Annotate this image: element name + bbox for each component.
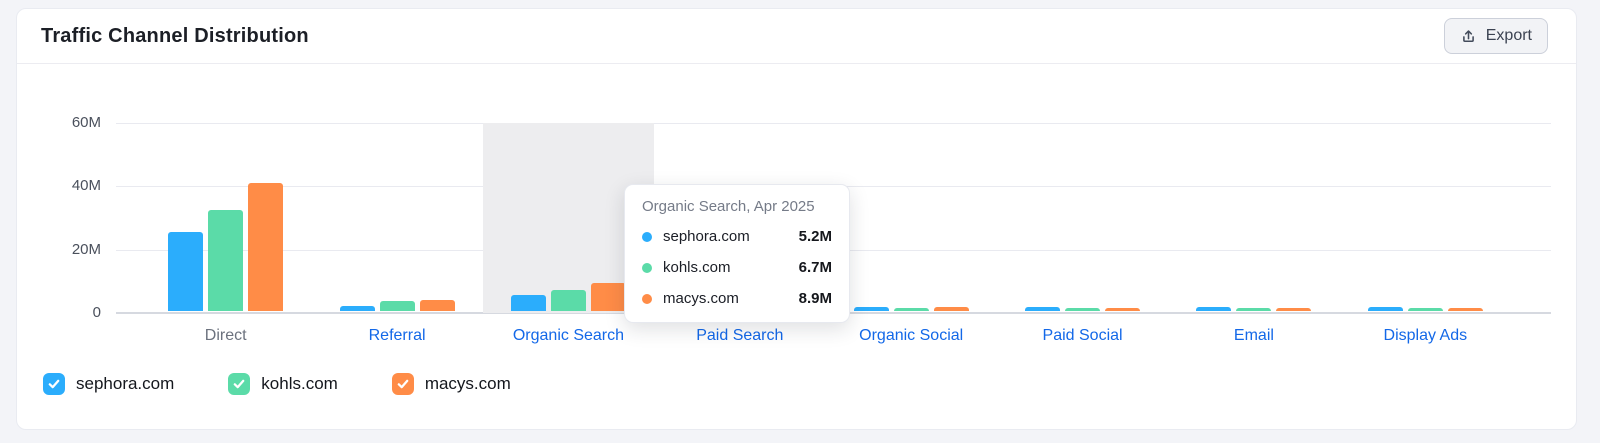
- chart-legend: sephora.com kohls.com macys.com: [43, 373, 511, 395]
- tooltip-series-name: kohls.com: [663, 259, 731, 276]
- bar-sephora.com[interactable]: [1025, 307, 1061, 311]
- bar-group-email: [1168, 123, 1339, 311]
- bar-groups: [140, 123, 1511, 311]
- legend-item-sephora.com[interactable]: sephora.com: [43, 373, 174, 395]
- traffic-channel-card: Traffic Channel Distribution Export 0 20M…: [16, 8, 1577, 430]
- bar-kohls.com[interactable]: [1236, 307, 1272, 311]
- y-axis-tick-label: 60M: [71, 114, 101, 131]
- tooltip-row: sephora.com 5.2M: [642, 228, 832, 245]
- tooltip-series-value: 8.9M: [798, 290, 832, 307]
- bar-kohls.com[interactable]: [893, 307, 929, 311]
- upload-icon: [1460, 28, 1477, 45]
- bar-group-organic-search: [483, 123, 654, 311]
- category-label-organic-search[interactable]: Organic Search: [512, 327, 625, 344]
- bar-kohls.com[interactable]: [208, 209, 244, 311]
- legend-label: kohls.com: [261, 374, 338, 393]
- series-dot-icon: [642, 262, 652, 273]
- category-label-email[interactable]: Email: [1233, 327, 1274, 344]
- bar-macys.com[interactable]: [1447, 307, 1483, 311]
- tooltip-series-value: 6.7M: [798, 259, 832, 276]
- bar-kohls.com[interactable]: [379, 301, 415, 311]
- x-axis-labels: Direct Referral Organic Search Paid Search O…: [140, 327, 1511, 345]
- bar-macys.com[interactable]: [248, 182, 284, 311]
- gridline: [116, 123, 1551, 124]
- bar-sephora.com[interactable]: [1367, 307, 1403, 311]
- bar-macys.com[interactable]: [933, 307, 969, 311]
- legend-checkbox[interactable]: [43, 373, 65, 395]
- card-header: Traffic Channel Distribution Export: [17, 9, 1576, 64]
- bar-sephora.com[interactable]: [339, 305, 375, 311]
- bar-macys.com[interactable]: [1105, 307, 1141, 311]
- tooltip-series-name: sephora.com: [663, 228, 750, 245]
- category-label-paid-social[interactable]: Paid Social: [1042, 327, 1123, 344]
- series-dot-icon: [642, 293, 652, 304]
- legend-checkbox[interactable]: [391, 373, 414, 395]
- category-label-organic-social[interactable]: Organic Social: [859, 327, 964, 344]
- chart-tooltip: Organic Search, Apr 2025 sephora.com 5.2M…: [624, 184, 850, 323]
- export-button[interactable]: Export: [1443, 18, 1548, 54]
- bar-group-paid-social: [997, 123, 1168, 311]
- bar-kohls.com[interactable]: [1065, 307, 1101, 311]
- tooltip-row: macys.com 8.9M: [642, 290, 832, 307]
- bar-sephora.com[interactable]: [510, 294, 546, 311]
- legend-label: sephora.com: [76, 374, 175, 393]
- tooltip-series-value: 5.2M: [798, 228, 832, 245]
- export-button-label: Export: [1485, 27, 1532, 44]
- y-axis-tick-label: 20M: [71, 240, 101, 258]
- bar-sephora.com[interactable]: [168, 231, 204, 311]
- bar-group-organic-social: [826, 123, 997, 311]
- legend-item-kohls.com[interactable]: kohls.com: [228, 373, 338, 395]
- checkmark-icon: [397, 379, 409, 389]
- bar-kohls.com[interactable]: [1407, 307, 1443, 311]
- checkmark-icon: [233, 379, 245, 389]
- bar-sephora.com[interactable]: [1196, 306, 1232, 311]
- bar-macys.com[interactable]: [419, 299, 455, 311]
- bar-macys.com[interactable]: [1276, 307, 1312, 311]
- page-title: Traffic Channel Distribution: [41, 24, 309, 47]
- series-dot-icon: [642, 231, 652, 242]
- y-axis-tick-label: 40M: [71, 177, 101, 195]
- bar-kohls.com[interactable]: [550, 289, 586, 311]
- bar-group-direct: [140, 123, 311, 311]
- y-axis-tick-label: 0: [92, 304, 101, 321]
- category-label-direct: Direct: [204, 327, 247, 344]
- legend-label: macys.com: [424, 374, 511, 393]
- category-label-paid-search[interactable]: Paid Search: [696, 327, 784, 344]
- legend-item-macys.com[interactable]: macys.com: [391, 373, 511, 395]
- tooltip-title: Organic Search, Apr 2025: [642, 198, 815, 215]
- tooltip-row: kohls.com 6.7M: [642, 259, 832, 276]
- category-label-display-ads[interactable]: Display Ads: [1383, 327, 1468, 344]
- tooltip-series-name: macys.com: [663, 290, 739, 307]
- category-label-referral[interactable]: Referral: [368, 327, 426, 344]
- legend-checkbox[interactable]: [228, 373, 251, 395]
- tooltip-rows: sephora.com 5.2M kohls.com 6.7M macys.com 8.9…: [642, 228, 832, 307]
- checkmark-icon: [48, 379, 60, 389]
- bar-macys.com[interactable]: [590, 282, 626, 311]
- bar-group-display-ads: [1340, 123, 1511, 311]
- bar-sephora.com[interactable]: [853, 307, 889, 311]
- bar-group-referral: [311, 123, 482, 311]
